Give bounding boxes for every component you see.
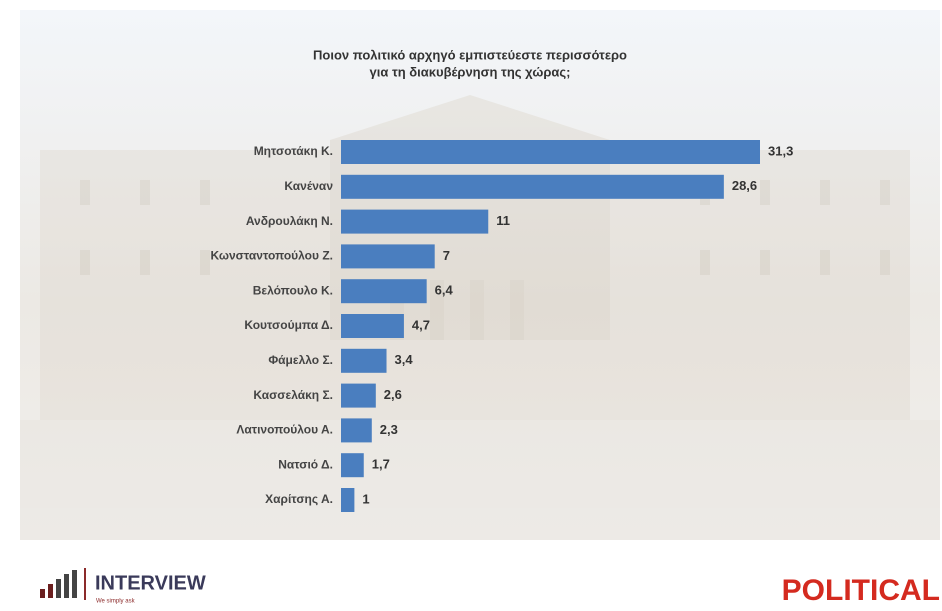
value-label: 2,3 (380, 422, 398, 437)
category-label: Χαρίτσης Α. (265, 492, 333, 506)
bar (341, 244, 435, 269)
category-label: Κανέναν (284, 179, 333, 193)
value-label: 1,7 (372, 457, 390, 472)
bar (341, 209, 489, 234)
category-label: Βελόπουλο Κ. (253, 283, 333, 297)
category-label: Κουτσούμπα Δ. (244, 318, 333, 332)
bar (341, 383, 376, 408)
building-silhouette (20, 95, 940, 540)
category-label: Κασσελάκη Σ. (253, 388, 333, 402)
value-label: 4,7 (412, 317, 430, 332)
category-label: Λατινοπούλου Α. (236, 423, 333, 437)
chart-title: Ποιον πολιτικό αρχηγό εμπιστεύεστε περισ… (313, 47, 627, 62)
chart-title: για τη διακυβέρνηση της χώρας; (370, 64, 571, 79)
value-label: 3,4 (395, 352, 414, 367)
bar (341, 140, 760, 164)
category-label: Φάμελλο Σ. (268, 353, 333, 367)
logo-left (40, 568, 86, 600)
category-label: Νατσιό Δ. (278, 457, 333, 471)
category-label: Κωνσταντοπούλου Ζ. (210, 249, 333, 263)
photo-backdrop (20, 10, 940, 540)
bar (341, 279, 427, 304)
bar (341, 488, 355, 512)
category-label: Μητσοτάκη Κ. (254, 144, 333, 158)
value-label: 7 (443, 248, 450, 263)
bar (341, 453, 364, 478)
value-label: 28,6 (732, 178, 757, 193)
bar (341, 314, 404, 338)
bar (341, 418, 372, 443)
logo-tagline: We simply ask (96, 599, 136, 605)
logo-political: POLITICAL (782, 574, 940, 607)
logo-text: INTERVIEW (95, 572, 206, 594)
value-label: 2,6 (384, 387, 402, 402)
value-label: 31,3 (768, 143, 793, 158)
category-label: Ανδρουλάκη Ν. (246, 214, 333, 228)
bar (341, 174, 724, 199)
bar (341, 348, 387, 373)
value-label: 6,4 (435, 283, 454, 298)
value-label: 1 (362, 491, 369, 506)
value-label: 11 (496, 213, 510, 228)
